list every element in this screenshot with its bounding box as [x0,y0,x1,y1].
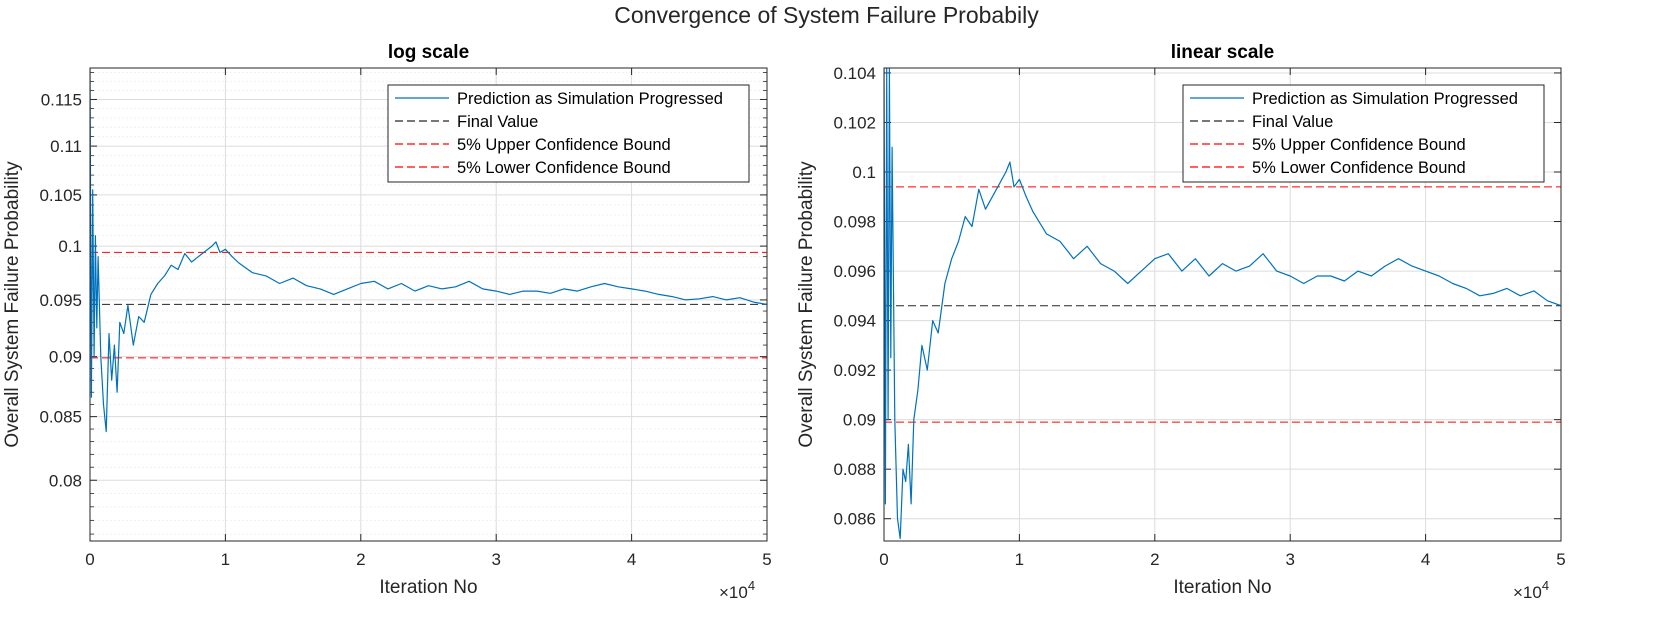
figure-title: Convergence of System Failure Probabily [614,2,1039,28]
legend-item-lower-bound-label: 5% Lower Confidence Bound [457,159,671,177]
legend-box [1182,84,1545,183]
legend-box [387,84,750,183]
x-exponent-label: ×104 [719,578,755,602]
axes-box [89,67,768,542]
y-tick-label: 0.102 [833,113,876,132]
y-axis-label: Overall System Failure Probability [2,161,23,448]
legend-item-prediction-label: Prediction as Simulation Progressed [457,90,723,108]
legend: Prediction as Simulation Progressed Final… [387,84,750,183]
chart-panel-1: 0.08 0.085 0.09 0.095 0.1 0.105 0.11 0.115 0 1 2 3 4… [2,42,772,602]
y-tick-label: 0.094 [833,312,876,331]
legend-item-lower-bound-label: 5% Lower Confidence Bound [1252,159,1466,177]
x-exponent-power: 4 [748,578,755,593]
prediction-series-line [884,68,1561,540]
y-tick-label: 0.1 [852,163,876,182]
y-tick-label: 0.092 [833,361,876,380]
x-tick-label: 1 [1015,550,1024,569]
x-axis-label: Iteration No [1173,577,1271,598]
legend-item-upper-bound-label: 5% Upper Confidence Bound [1252,136,1466,154]
y-tick-label: 0.104 [833,64,876,83]
y-tick-label: 0.08 [49,471,82,490]
x-axis-label: Iteration No [379,577,477,598]
legend-item-upper-bound-label: 5% Upper Confidence Bound [457,136,671,154]
y-tick-label: 0.09 [49,348,82,367]
x-tick-label: 2 [1150,550,1159,569]
x-exponent-power: 4 [1542,578,1549,593]
y-tick-label: 0.11 [50,137,82,156]
y-tick-label: 0.105 [39,186,82,205]
x-tick-label: 5 [762,550,771,569]
axes-box [883,67,1562,542]
y-tick-label: 0.085 [39,408,82,427]
axes-title: log scale [388,42,469,63]
x-exponent-base: ×10 [1513,583,1542,602]
prediction-series-line [90,68,767,433]
y-axis-label: Overall System Failure Probability [796,161,817,448]
y-tick-label: 0.098 [833,213,876,232]
x-tick-label: 3 [491,550,500,569]
x-tick-label: 4 [1421,550,1430,569]
chart-panel-2: 0.086 0.088 0.09 0.092 0.094 0.096 0.098 0.1 0.1… [796,42,1566,602]
x-tick-label: 0 [879,550,888,569]
y-tick-label: 0.1 [58,237,82,256]
x-exponent-label: ×104 [1513,578,1549,602]
legend: Prediction as Simulation Progressed Final… [1182,84,1545,183]
y-tick-label: 0.115 [41,90,82,109]
y-tick-label: 0.096 [833,262,876,281]
y-tick-label: 0.088 [833,460,876,479]
x-tick-label: 5 [1556,550,1565,569]
legend-item-prediction-label: Prediction as Simulation Progressed [1252,90,1518,108]
x-tick-label: 3 [1285,550,1294,569]
x-exponent-base: ×10 [719,583,748,602]
legend-item-final-value-label: Final Value [457,113,538,131]
legend-item-final-value-label: Final Value [1252,113,1333,131]
axes-title: linear scale [1171,42,1275,63]
y-tick-label: 0.09 [843,411,876,430]
x-tick-label: 0 [85,550,94,569]
x-tick-label: 1 [221,550,230,569]
x-tick-label: 2 [356,550,365,569]
x-tick-label: 4 [627,550,636,569]
y-tick-label: 0.086 [833,510,876,529]
y-tick-label: 0.095 [39,291,82,310]
